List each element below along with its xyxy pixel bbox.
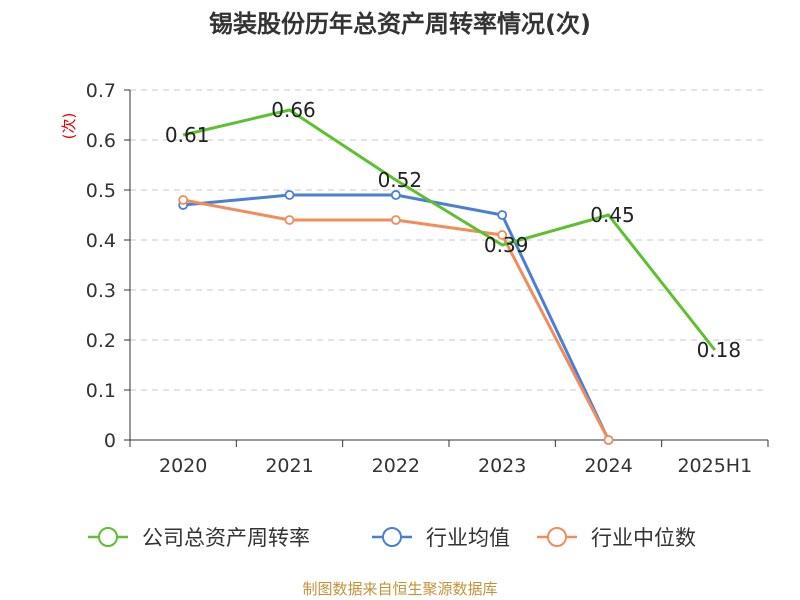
series-lines [178,108,717,445]
y-tick-label: 0.5 [86,180,116,202]
y-tick-label: 0.7 [86,80,116,102]
y-tick-label: 0.2 [86,330,116,352]
data-label: 0.39 [484,233,529,257]
data-point [390,190,401,200]
data-point [284,190,295,200]
legend[interactable]: 公司总资产周转率 行业均值 行业中位数 [88,526,696,550]
series-line [182,198,610,441]
data-point [497,210,508,220]
x-tick-label: 2021 [265,455,313,477]
legend-label: 行业中位数 [591,526,696,550]
y-tick-label: 0.4 [86,230,116,252]
data-point [497,230,508,240]
legend-item-1[interactable]: 行业均值 [372,526,510,550]
y-axis-label: (次) [60,113,78,140]
series-0 [182,108,717,351]
legend-item-2[interactable]: 行业中位数 [537,526,696,550]
axes: 0 0.1 0.2 0.3 0.4 0.5 0.6 0.7 2020 2021 2022 2023 20… [86,80,769,477]
legend-item-0[interactable]: 公司总资产周转率 [88,526,310,550]
series-1 [178,190,614,445]
data-point [178,195,189,205]
y-tick-label: 0.3 [86,280,116,302]
source-note: 制图数据来自恒生聚源数据库 [302,580,497,598]
data-point [390,215,401,225]
legend-marker [547,527,567,547]
gridlines [130,89,768,391]
legend-marker [98,527,118,547]
data-label: 0.66 [271,98,316,122]
y-tick-label: 0.1 [86,380,116,402]
legend-marker [382,527,402,547]
series-2 [178,195,614,445]
legend-label: 行业均值 [426,526,510,550]
x-tick-label: 2024 [584,455,632,477]
data-label: 0.52 [378,168,423,192]
data-label: 0.18 [697,338,742,362]
x-tick-label: 2022 [372,455,420,477]
x-tick-label: 2023 [478,455,526,477]
series-line [182,108,717,351]
data-point [603,435,614,445]
legend-label: 公司总资产周转率 [142,526,310,550]
data-label: 0.61 [165,123,210,147]
y-tick-label: 0.6 [86,130,116,152]
data-labels: 0.61 0.66 0.52 0.39 0.45 0.18 [165,98,741,362]
chart-title: 锡装股份历年总资产周转率情况(次) [209,10,591,38]
data-point [284,215,295,225]
x-tick-label: 2025H1 [677,455,752,477]
y-tick-label: 0 [104,430,116,452]
data-label: 0.45 [590,203,635,227]
x-tick-label: 2020 [159,455,207,477]
